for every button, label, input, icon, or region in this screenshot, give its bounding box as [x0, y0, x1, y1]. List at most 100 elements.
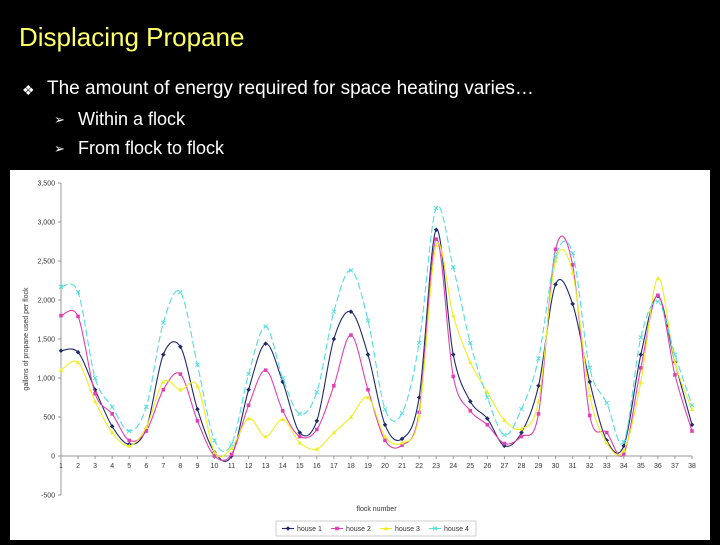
data-point-series-4: [365, 317, 371, 323]
data-point-series-1: [263, 341, 268, 346]
data-point-series-1: [365, 352, 371, 357]
data-point-series-4: [348, 268, 354, 273]
data-point-series-3: [689, 406, 695, 411]
data-point-series-1: [178, 344, 183, 350]
data-point-series-2: [349, 333, 353, 337]
data-point-series-3: [416, 413, 422, 418]
x-tick-label: 8: [178, 463, 182, 470]
data-point-series-3: [399, 440, 405, 445]
data-point-series-3: [178, 387, 183, 392]
data-point-series-4: [536, 356, 541, 361]
data-point-series-2: [656, 293, 660, 298]
data-point-series-1: [553, 282, 558, 287]
data-point-series-3: [638, 379, 644, 384]
legend-label: house 3: [395, 526, 420, 533]
data-point-series-2: [502, 441, 507, 446]
data-point-series-4: [263, 324, 269, 329]
data-point-series-3: [280, 417, 285, 422]
data-point-series-3: [570, 270, 575, 275]
data-point-series-3: [75, 360, 81, 365]
data-point-series-3: [468, 360, 473, 365]
data-point-series-4: [502, 432, 507, 438]
data-point-series-1: [58, 348, 64, 353]
x-tick-label: 5: [127, 463, 131, 470]
data-point-series-1: [280, 379, 286, 385]
data-point-series-3: [144, 424, 149, 429]
x-tick-label: 12: [245, 463, 253, 470]
data-point-series-1: [161, 352, 166, 357]
data-point-series-2: [366, 387, 370, 392]
data-point-series-2: [553, 247, 558, 252]
data-point-series-4: [143, 404, 149, 410]
legend-label: house 1: [297, 526, 322, 533]
data-point-series-4: [416, 340, 422, 346]
y-tick-label: -500: [41, 493, 55, 500]
data-point-series-4: [178, 289, 183, 295]
data-point-series-4: [587, 365, 593, 371]
x-tick-label: 21: [398, 463, 406, 470]
data-point-series-2: [178, 372, 183, 376]
data-point-series-3: [212, 449, 217, 454]
y-tick-label: 0: [51, 454, 55, 461]
x-tick-label: 37: [671, 463, 679, 470]
data-point-series-1: [75, 349, 81, 355]
data-point-series-4: [553, 253, 558, 259]
x-tick-label: 34: [620, 463, 628, 470]
data-point-series-3: [127, 443, 132, 448]
data-point-series-1: [467, 399, 473, 404]
x-tick-label: 24: [449, 463, 457, 470]
sub-bullet-1-text: Within a flock: [78, 109, 186, 129]
data-point-series-1: [348, 309, 354, 314]
diamond-bullet-icon: ❖: [22, 82, 35, 98]
data-point-series-2: [468, 408, 473, 413]
data-point-series-2: [110, 412, 114, 416]
data-point-series-4: [519, 406, 524, 412]
data-point-series-4: [621, 439, 627, 445]
x-tick-label: 9: [195, 463, 199, 470]
data-point-series-1: [689, 422, 695, 428]
x-tick-label: 28: [518, 463, 526, 470]
data-point-series-2: [621, 451, 626, 456]
x-tick-label: 32: [586, 463, 594, 470]
data-point-series-3: [229, 445, 234, 450]
x-tick-label: 2: [76, 463, 80, 470]
x-tick-label: 20: [381, 463, 389, 470]
x-tick-label: 15: [296, 463, 304, 470]
x-tick-label: 13: [262, 463, 270, 470]
x-tick-label: 10: [211, 463, 219, 470]
data-point-series-3: [621, 448, 626, 453]
data-point-series-2: [280, 408, 285, 413]
data-point-series-1: [570, 301, 575, 307]
x-tick-label: 19: [364, 463, 372, 470]
data-point-series-4: [655, 299, 661, 304]
bullet-main-text: The amount of energy required for space …: [47, 78, 534, 99]
y-tick-label: 2,500: [37, 259, 55, 266]
data-point-series-4: [92, 375, 98, 381]
data-point-series-4: [433, 205, 439, 211]
x-tick-label: 23: [432, 463, 440, 470]
x-tick-label: 33: [603, 463, 611, 470]
x-tick-label: 27: [501, 463, 509, 470]
x-tick-label: 29: [535, 463, 543, 470]
data-point-series-3: [263, 434, 268, 439]
data-point-series-4: [570, 250, 575, 256]
series-line-4: [60, 205, 693, 453]
series-line-1: [60, 229, 693, 462]
data-point-series-4: [467, 340, 473, 346]
y-tick-label: 1,500: [37, 337, 55, 344]
data-point-series-2: [263, 368, 268, 372]
propane-usage-chart: -500 0 500 1,000 1,500 2,000 2,500 3,000 3,500 1 2…: [10, 170, 710, 540]
x-tick-label: 35: [637, 463, 645, 470]
data-point-series-1: [416, 395, 422, 400]
data-point-series-1: [297, 430, 303, 435]
data-point-series-4: [280, 375, 286, 381]
data-point-series-4: [297, 411, 303, 417]
data-point-series-3: [314, 446, 320, 451]
data-point-series-2: [76, 314, 80, 319]
data-point-series-2: [519, 434, 524, 439]
data-point-series-1: [638, 352, 644, 357]
data-point-series-2: [144, 429, 149, 433]
data-point-series-2: [604, 430, 609, 435]
data-point-series-3: [382, 434, 388, 439]
